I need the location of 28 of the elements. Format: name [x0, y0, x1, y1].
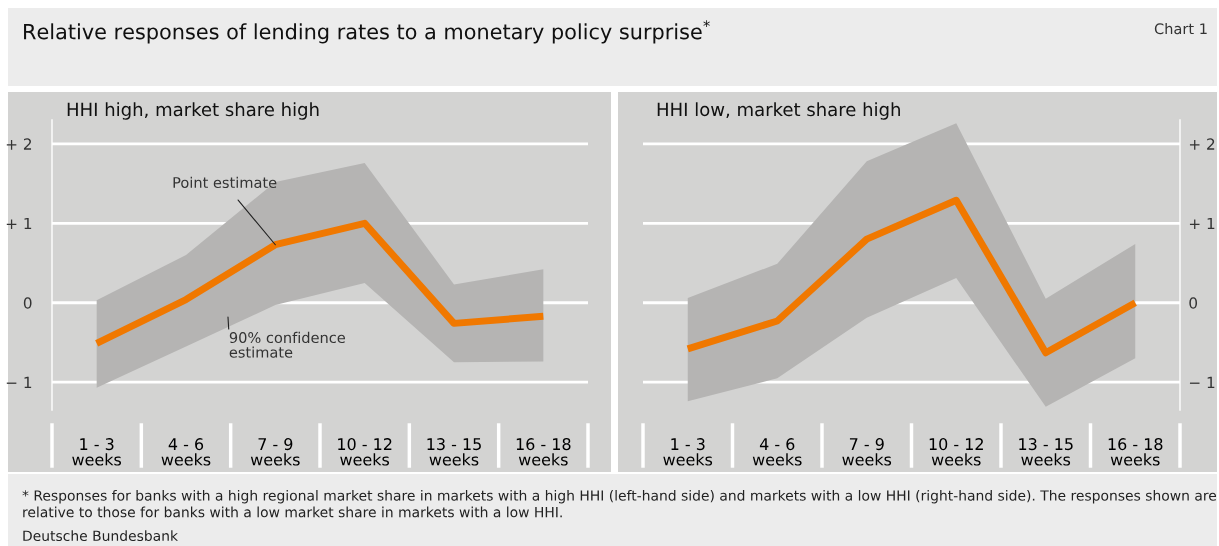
- chart-title: Relative responses of lending rates to a monetary policy surprise$^{*}$: [24, 20, 710, 44]
- text: * Responses for banks with a high regional market share in markets with a high HHI (left-hand side) and markets with a low HHI (right-hand side). The responses shown are relative to those for banks with a low market share in markets with a low HHI.: [22, 489, 1217, 518]
- annotation: 90% confidence estimate: [229, 331, 345, 358]
- x-tick-label: 1 - 3 weeks: [663, 438, 713, 466]
- text: Deutsche Bundesbank: [23, 530, 178, 542]
- x-tick-label: 13 - 15 weeks: [427, 438, 481, 466]
- chart-subtitle: HHI low, market share high: [657, 102, 900, 120]
- x-tick-label: 7 - 9 weeks: [250, 438, 300, 466]
- y-tick-label: − 1: [6, 376, 32, 388]
- y-tick-label: 0: [1189, 297, 1198, 309]
- y-tick-label: + 1: [6, 217, 32, 230]
- y-tick-label: − 1: [1189, 376, 1215, 388]
- y-tick-label: + 2: [1189, 138, 1215, 150]
- x-tick-label: 4 - 6 weeks: [161, 438, 211, 466]
- x-tick-label: 1 - 3 weeks: [72, 438, 122, 466]
- chart-subtitle: HHI high, market share high: [67, 102, 319, 120]
- x-tick-label: 16 - 18 weeks: [516, 438, 571, 466]
- x-tick-label: 4 - 6 weeks: [752, 438, 802, 466]
- y-tick-label: + 1: [1189, 217, 1215, 230]
- x-tick-label: 13 - 15 weeks: [1019, 438, 1073, 466]
- x-tick-label: 16 - 18 weeks: [1108, 438, 1163, 466]
- x-tick-label: 7 - 9 weeks: [842, 438, 892, 466]
- x-tick-label: 10 - 12 weeks: [338, 438, 392, 466]
- annotation: Point estimate: [173, 176, 277, 189]
- y-tick-label: + 2: [6, 138, 32, 150]
- caption: Chart 1: [1154, 22, 1207, 35]
- y-tick-label: 0: [23, 297, 32, 309]
- x-tick-label: 10 - 12 weeks: [929, 438, 983, 466]
